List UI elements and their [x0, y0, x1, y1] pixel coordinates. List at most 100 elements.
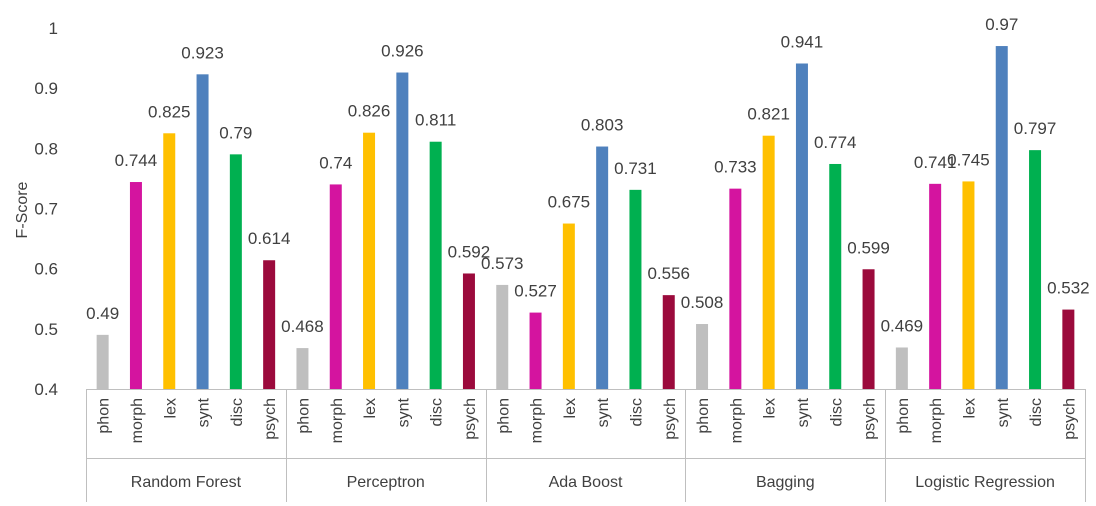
category-tick-label: phon [895, 398, 912, 434]
bar-psych [462, 273, 475, 389]
bar-lex [962, 181, 975, 389]
bar-lex [762, 135, 775, 389]
category-tick-label: phon [295, 398, 312, 434]
y-axis-ticks: 0.4 0.5 0.6 0.7 0.8 0.9 1 [34, 19, 58, 399]
bar-psych [263, 260, 276, 389]
y-tick-label: 0.5 [34, 320, 58, 339]
data-label: 0.744 [115, 151, 158, 170]
category-tick-label: morph [928, 398, 945, 443]
bar-disc [1029, 150, 1042, 389]
data-label: 0.825 [148, 102, 191, 121]
bar-phon [296, 348, 309, 389]
data-label: 0.923 [181, 43, 224, 62]
data-label: 0.826 [348, 102, 391, 121]
category-tick-label: synt [196, 397, 213, 427]
bar-phon [895, 347, 908, 389]
data-label: 0.733 [714, 158, 757, 177]
category-tick-label: synt [395, 397, 412, 427]
bar-morph [529, 312, 542, 389]
data-label: 0.532 [1047, 279, 1090, 298]
data-label: 0.745 [947, 150, 990, 169]
category-tick-label: lex [961, 398, 978, 418]
category-tick-label: morph [129, 398, 146, 443]
bar-disc [229, 154, 242, 389]
category-tick-label: disc [628, 398, 645, 426]
category-tick-label: lex [162, 398, 179, 418]
data-label: 0.592 [448, 242, 491, 261]
category-tick-label: synt [795, 397, 812, 427]
bar-psych [1062, 309, 1075, 389]
bar-lex [363, 132, 376, 389]
bars [96, 46, 1075, 390]
data-label: 0.614 [248, 229, 291, 248]
group-label: Random Forest [131, 474, 242, 491]
bar-synt [596, 146, 609, 389]
category-tick-label: morph [329, 398, 346, 443]
bar-lex [163, 133, 176, 389]
bar-phon [96, 334, 109, 389]
y-tick-label: 1 [49, 19, 58, 38]
category-tick-label: disc [229, 398, 246, 426]
category-tick-label: psych [1061, 398, 1078, 440]
category-tick-label: morph [529, 398, 546, 443]
category-tick-label: lex [762, 398, 779, 418]
category-tick-label: lex [562, 398, 579, 418]
category-tick-label: disc [828, 398, 845, 426]
category-tick-label: phon [96, 398, 113, 434]
data-label: 0.468 [281, 317, 324, 336]
data-label: 0.811 [415, 111, 456, 130]
data-label: 0.821 [747, 105, 790, 124]
category-tick-label: synt [595, 397, 612, 427]
data-label: 0.675 [548, 193, 591, 212]
data-label: 0.79 [219, 123, 252, 142]
bar-morph [729, 188, 742, 389]
category-tick-label: psych [462, 398, 479, 440]
data-label: 0.599 [847, 238, 890, 257]
bar-disc [829, 163, 842, 389]
bar-lex [562, 223, 575, 389]
y-tick-label: 0.9 [34, 79, 58, 98]
bar-morph [929, 183, 942, 389]
category-tick-label: disc [1028, 398, 1045, 426]
data-label: 0.469 [881, 316, 924, 335]
y-tick-label: 0.4 [34, 380, 58, 399]
bar-synt [995, 46, 1008, 390]
data-label: 0.774 [814, 133, 857, 152]
bar-synt [795, 63, 808, 390]
bar-psych [862, 269, 875, 389]
data-label: 0.941 [781, 32, 824, 51]
data-label: 0.556 [647, 264, 690, 283]
data-label: 0.527 [514, 282, 557, 301]
category-tick-label: disc [429, 398, 446, 426]
data-label: 0.573 [481, 254, 524, 273]
bar-phon [696, 324, 709, 389]
group-label: Perceptron [347, 474, 425, 491]
category-tick-label: psych [262, 398, 279, 440]
bar-morph [129, 182, 142, 389]
group-label: Logistic Regression [915, 474, 1055, 491]
data-label: 0.508 [681, 293, 724, 312]
data-label: 0.741 [914, 153, 957, 172]
data-label: 0.49 [86, 304, 119, 323]
category-tick-label: psych [662, 398, 679, 440]
bar-synt [196, 74, 209, 389]
bar-disc [429, 141, 442, 389]
bar-synt [396, 72, 409, 390]
data-label: 0.731 [614, 159, 657, 178]
data-label: 0.797 [1014, 119, 1057, 138]
bar-psych [662, 295, 675, 389]
y-tick-label: 0.7 [34, 200, 58, 219]
data-label: 0.803 [581, 116, 624, 135]
data-labels: 0.49 0.744 0.825 0.923 0.79 0.614 0.468 0.74 0.8… [86, 15, 1090, 336]
data-label: 0.74 [319, 153, 352, 172]
group-label: Ada Boost [549, 474, 623, 491]
category-tick-label: lex [362, 398, 379, 418]
y-tick-label: 0.6 [34, 260, 58, 279]
category-tick-label: phon [695, 398, 712, 434]
bar-phon [496, 284, 509, 389]
group-label: Bagging [756, 474, 815, 491]
category-tick-label: phon [495, 398, 512, 434]
category-tick-label: morph [728, 398, 745, 443]
